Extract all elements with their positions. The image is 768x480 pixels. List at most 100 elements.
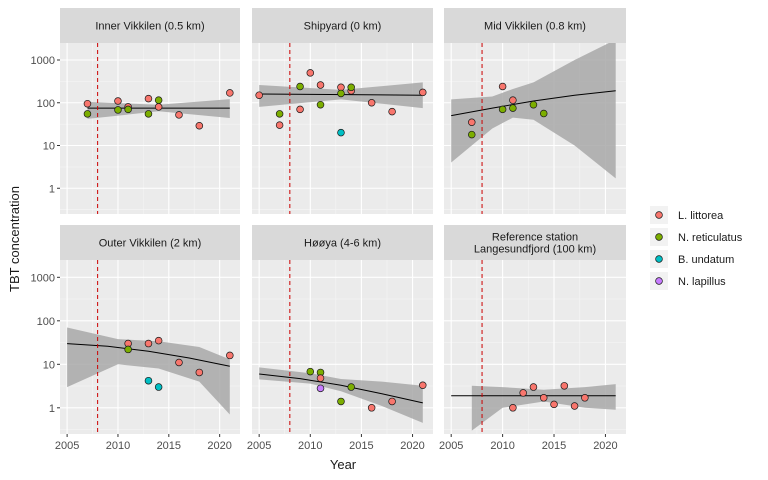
y-tick-label: 1 [49,403,55,415]
facet-panel: Inner Vikkilen (0.5 km) [60,8,240,214]
data-point [144,94,153,103]
facet-strip [252,225,433,260]
x-tick-label: 2005 [247,440,271,452]
data-point [175,358,183,367]
legend-label: L. littorea [678,210,724,222]
x-tick-label: 2015 [349,440,373,452]
data-point [337,89,345,98]
data-point [144,110,153,118]
x-tick-label: 2015 [157,440,181,452]
data-point [175,111,183,119]
data-point [226,89,234,97]
y-axis-title: TBT concentration [7,186,22,292]
data-point [114,106,122,114]
data-point [195,121,204,130]
axes-layer: 1 10 100 1000 1 10 100 1000 2005 2010 2015 2020 2005… [7,55,618,472]
data-point [296,82,304,91]
data-point [388,107,396,116]
facet-title: Langesundfjord (100 km) [474,244,596,256]
data-point [306,367,315,376]
legend-label: N. lapillus [678,276,726,288]
data-point [144,339,153,348]
data-point [226,351,234,360]
y-tick-label: 1 [49,183,55,195]
x-tick-label: 2010 [106,440,130,452]
data-point [316,384,325,393]
x-tick-label: 2005 [439,440,463,452]
facet-title: Inner Vikkilen (0.5 km) [95,21,204,33]
data-point [83,99,92,108]
legend-marker [655,233,663,241]
trend-line [259,373,423,404]
data-point [255,91,263,99]
panel-plot-area [259,260,427,434]
data-point [83,110,92,118]
data-point [550,400,558,409]
data-point [154,336,163,345]
facet-panel: Mid Vikkilen (0.8 km) [444,8,626,214]
data-point [275,121,284,129]
data-point [337,128,345,137]
legend-label: N. reticulatus [678,232,743,244]
facet-title: Mid Vikkilen (0.8 km) [484,21,586,33]
data-point [337,83,345,92]
data-point [498,105,507,114]
data-point [144,376,153,385]
data-point [154,96,163,104]
x-axis-title: Year [330,457,357,472]
data-point [498,82,507,91]
facet-title: Reference station [492,232,578,244]
y-tick-label: 1000 [31,55,55,67]
confidence-band [451,43,616,179]
data-point [468,130,476,139]
panel-plot-area [83,43,234,214]
data-point [509,96,517,104]
data-point [529,383,538,391]
panels-layer: Inner Vikkilen (0.5 km) Shipyard (0 km) Mi… [60,8,626,434]
facet-strip [444,225,626,260]
data-point [519,389,527,397]
facet-strip [60,225,240,260]
x-tick-label: 2010 [298,440,322,452]
data-point [509,404,517,412]
data-point [539,394,548,402]
legend: L. littorea N. reticulatus B. undatum N. la… [650,206,743,290]
y-tick-label: 1000 [31,272,55,284]
y-tick-label: 100 [37,316,55,328]
data-point [347,383,355,391]
legend-marker [655,255,663,263]
facet-title: Outer Vikkilen (2 km) [99,238,202,250]
facet-strip [252,8,433,43]
panel-plot-area [255,43,427,214]
x-tick-label: 2020 [593,440,617,452]
legend-marker [655,277,663,285]
data-point [316,374,325,382]
panel-background [252,43,433,214]
x-tick-label: 2015 [542,440,566,452]
data-point [581,394,589,402]
legend-marker [655,211,663,219]
data-point [316,100,325,109]
data-point [316,81,325,89]
data-point [419,381,427,390]
data-point [154,103,163,111]
data-point [419,88,427,97]
data-point [124,345,132,354]
facet-panel: Outer Vikkilen (2 km) [60,225,240,434]
facet-strip [60,8,240,43]
data-point [337,397,345,406]
x-tick-label: 2010 [490,440,514,452]
data-point [124,105,132,114]
data-point [195,368,204,377]
facet-title: Shipyard (0 km) [304,21,382,33]
confidence-band [259,367,423,423]
data-point [275,110,284,118]
y-tick-label: 10 [43,359,55,371]
x-tick-label: 2020 [207,440,231,452]
data-point [114,97,122,105]
data-point [529,100,538,109]
data-point [367,99,376,107]
y-tick-label: 100 [37,98,55,110]
